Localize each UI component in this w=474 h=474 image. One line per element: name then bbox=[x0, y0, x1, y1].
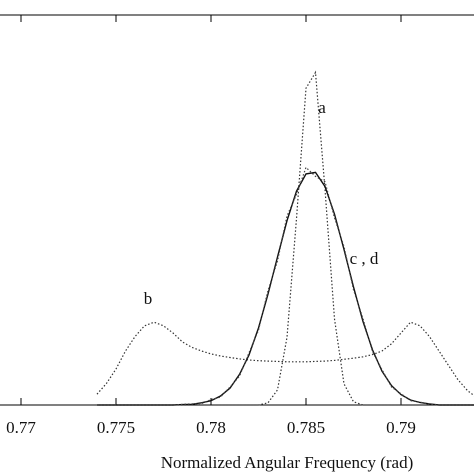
annotation: c , d bbox=[350, 249, 379, 268]
line-series bbox=[96, 321, 474, 397]
x-tick-label: 0.79 bbox=[386, 418, 416, 437]
line-series bbox=[97, 166, 474, 406]
annotation: b bbox=[144, 289, 153, 308]
line-series bbox=[97, 171, 474, 406]
line-series bbox=[97, 70, 474, 406]
annotation: a bbox=[318, 98, 326, 117]
x-tick-label: 0.775 bbox=[97, 418, 135, 437]
x-tick-label: 0.785 bbox=[287, 418, 325, 437]
x-tick-label: 0.77 bbox=[6, 418, 36, 437]
x-tick-label: 0.78 bbox=[196, 418, 226, 437]
x-axis-label: Normalized Angular Frequency (rad) bbox=[161, 453, 414, 472]
